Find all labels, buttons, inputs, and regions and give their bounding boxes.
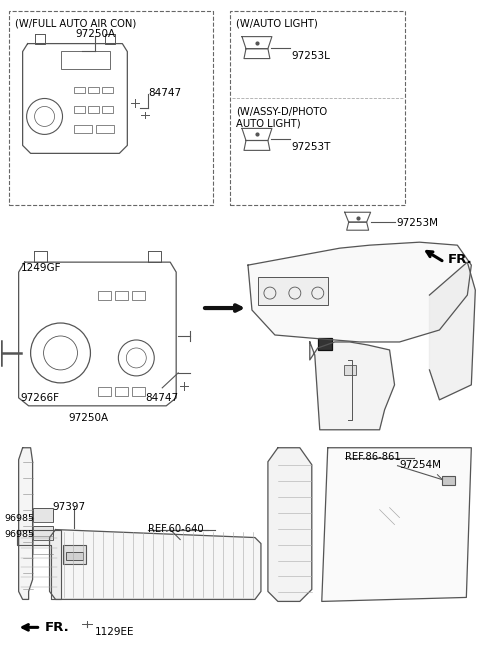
Text: FR.: FR. — [447, 253, 472, 266]
Bar — [132, 387, 145, 396]
Text: 96985: 96985 — [5, 514, 35, 523]
Bar — [318, 338, 332, 350]
Bar — [230, 10, 405, 205]
Bar — [98, 291, 111, 300]
Text: 97266F: 97266F — [21, 393, 60, 403]
Bar — [344, 365, 356, 375]
Bar — [258, 277, 328, 305]
Bar — [74, 107, 85, 113]
Polygon shape — [310, 342, 395, 430]
Text: 84747: 84747 — [148, 88, 181, 98]
Bar — [88, 107, 99, 113]
Text: 84747: 84747 — [145, 393, 179, 403]
Bar — [98, 387, 111, 396]
Bar — [115, 387, 128, 396]
Text: 97397: 97397 — [52, 502, 85, 512]
Text: FR.: FR. — [45, 622, 69, 635]
Polygon shape — [268, 448, 312, 601]
Text: 97253L: 97253L — [292, 50, 331, 61]
Bar — [443, 476, 456, 485]
Bar — [74, 125, 93, 134]
Polygon shape — [322, 448, 471, 601]
Bar — [9, 10, 213, 205]
Polygon shape — [49, 530, 261, 599]
Bar — [132, 291, 145, 300]
Polygon shape — [17, 530, 60, 599]
Text: REF.86-861: REF.86-861 — [345, 452, 400, 462]
Text: 96985: 96985 — [5, 530, 35, 538]
Text: (W/ASSY-D/PHOTO
AUTO LIGHT): (W/ASSY-D/PHOTO AUTO LIGHT) — [236, 107, 327, 128]
Text: (W/FULL AUTO AIR CON): (W/FULL AUTO AIR CON) — [15, 18, 136, 29]
Bar — [60, 50, 110, 69]
Bar — [102, 86, 113, 94]
Bar — [74, 86, 85, 94]
Bar — [88, 86, 99, 94]
Text: 1249GF: 1249GF — [21, 263, 61, 273]
Polygon shape — [430, 262, 475, 400]
Text: 97253M: 97253M — [396, 218, 439, 228]
Text: 97250A: 97250A — [75, 29, 116, 39]
Bar — [96, 125, 114, 134]
Text: 97254M: 97254M — [399, 460, 442, 470]
Text: 1129EE: 1129EE — [95, 627, 134, 637]
Polygon shape — [19, 448, 33, 599]
Bar — [33, 508, 52, 521]
Bar — [62, 544, 86, 565]
Text: 97253T: 97253T — [292, 142, 331, 153]
Text: 97250A: 97250A — [68, 413, 108, 423]
Bar — [65, 552, 84, 559]
Text: REF.60-640: REF.60-640 — [148, 523, 204, 534]
Bar — [102, 107, 113, 113]
Polygon shape — [248, 242, 471, 342]
Bar — [115, 291, 128, 300]
Text: (W/AUTO LIGHT): (W/AUTO LIGHT) — [236, 18, 318, 29]
Bar — [33, 525, 52, 540]
